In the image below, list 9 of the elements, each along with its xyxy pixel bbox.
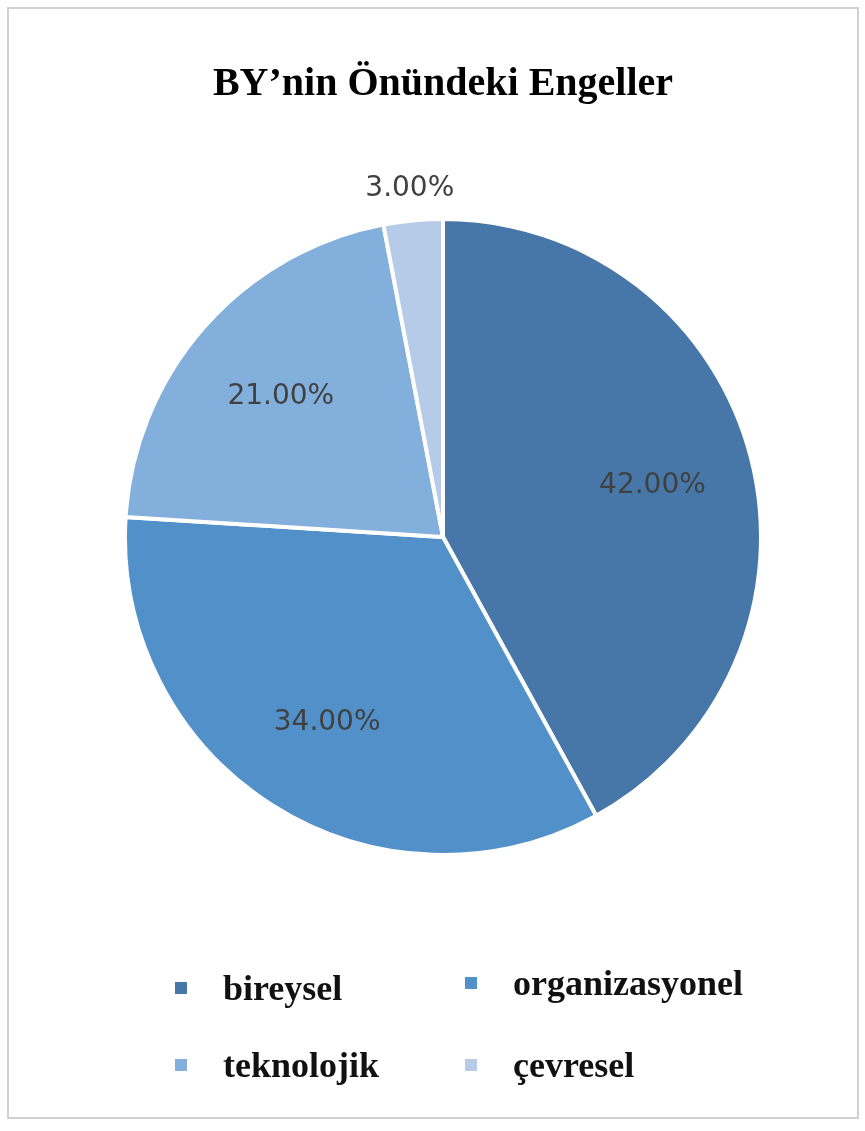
legend-label: çevresel bbox=[513, 1045, 635, 1085]
data-label: 34.00% bbox=[273, 703, 381, 737]
chart-title: BY’nin Önündeki Engeller bbox=[212, 59, 674, 104]
data-label: 21.00% bbox=[227, 378, 335, 411]
data-label: 3.00% bbox=[365, 169, 455, 203]
data-label: 42.00% bbox=[599, 467, 706, 501]
legend-label: bireysel bbox=[223, 968, 343, 1008]
legend-label: teknolojik bbox=[223, 1045, 380, 1085]
legend-label: organizasyonel bbox=[513, 963, 743, 1003]
